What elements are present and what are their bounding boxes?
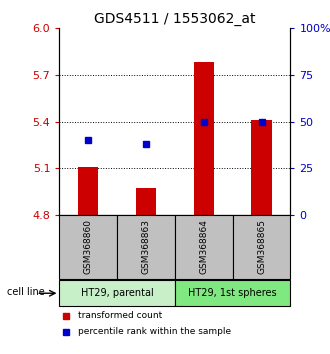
Bar: [251, 120, 272, 215]
Text: percentile rank within the sample: percentile rank within the sample: [78, 327, 231, 336]
Text: cell line: cell line: [7, 287, 44, 297]
Text: GSM368865: GSM368865: [257, 219, 266, 274]
Text: HT29, 1st spheres: HT29, 1st spheres: [188, 288, 277, 298]
Text: transformed count: transformed count: [78, 312, 162, 320]
Text: GSM368860: GSM368860: [84, 219, 93, 274]
Text: HT29, parental: HT29, parental: [81, 288, 153, 298]
FancyBboxPatch shape: [233, 215, 290, 279]
FancyBboxPatch shape: [175, 215, 233, 279]
Bar: [194, 63, 214, 215]
Bar: [78, 166, 98, 215]
Bar: [136, 188, 156, 215]
Title: GDS4511 / 1553062_at: GDS4511 / 1553062_at: [94, 12, 256, 26]
FancyBboxPatch shape: [59, 215, 117, 279]
Text: GSM368864: GSM368864: [199, 219, 208, 274]
FancyBboxPatch shape: [175, 280, 290, 307]
Text: GSM368863: GSM368863: [142, 219, 150, 274]
FancyBboxPatch shape: [59, 280, 175, 307]
FancyBboxPatch shape: [117, 215, 175, 279]
